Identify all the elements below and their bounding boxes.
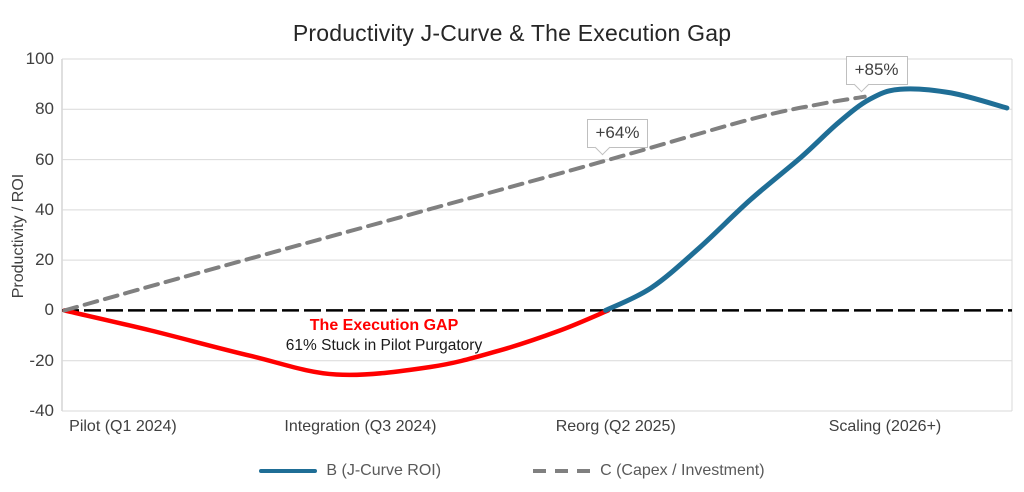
y-tick-label: 80	[35, 99, 54, 119]
series-path-execution-gap-dip-red-not-in-legend-	[62, 308, 611, 378]
legend-label-capex: C (Capex / Investment)	[600, 462, 765, 479]
y-tick-label: 40	[35, 199, 54, 219]
x-category-label: Pilot (Q1 2024)	[69, 418, 177, 435]
y-tick-label: 20	[35, 250, 54, 270]
execution-gap-annotation: The Execution GAP 61% Stuck in Pilot Pur…	[253, 316, 515, 356]
y-tick-label: 60	[35, 149, 54, 169]
x-category-label: Scaling (2026+)	[828, 418, 942, 435]
y-tick-label: -40	[29, 401, 54, 420]
legend: B (J-Curve ROI) C (Capex / Investment)	[0, 456, 1024, 486]
series-path-b-j-curve-roi-	[603, 86, 1010, 313]
legend-label-jcurve: B (J-Curve ROI)	[326, 462, 442, 479]
y-tick-label: -20	[29, 350, 54, 370]
series-path-c-capex-investment-	[62, 94, 867, 313]
y-tick-label: 100	[25, 49, 54, 68]
y-tick-label: 0	[44, 300, 54, 320]
x-category-label: Integration (Q3 2024)	[284, 418, 437, 435]
callout-label: +64%	[595, 122, 640, 142]
chart-title: Productivity J-Curve & The Execution Gap	[292, 20, 732, 46]
callout-64: +64%	[586, 118, 649, 155]
legend-line-sample-solid	[259, 469, 318, 473]
x-category-label: Reorg (Q2 2025)	[555, 418, 676, 435]
callout-85: +85%	[845, 55, 908, 92]
legend-item-capex: C (Capex / Investment)	[533, 462, 765, 480]
callout-label: +85%	[854, 59, 899, 79]
legend-line-sample-dashed	[533, 469, 592, 473]
execution-gap-title: The Execution GAP	[309, 317, 459, 334]
legend-item-jcurve: B (J-Curve ROI)	[259, 462, 441, 480]
execution-gap-subtitle: 61% Stuck in Pilot Purgatory	[285, 337, 483, 354]
